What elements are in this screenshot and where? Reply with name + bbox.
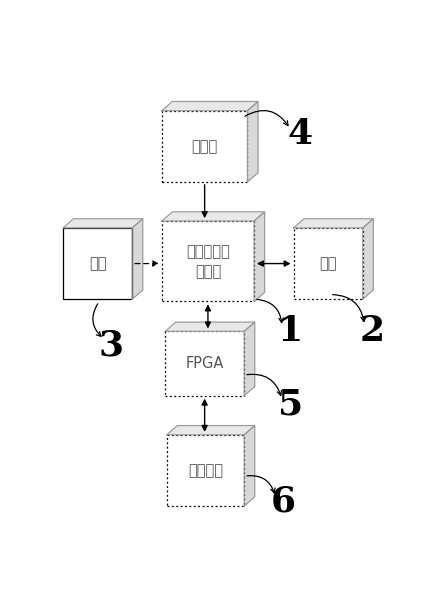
Polygon shape: [363, 219, 373, 299]
Polygon shape: [254, 212, 265, 301]
Text: 6: 6: [271, 484, 296, 518]
Polygon shape: [247, 101, 258, 182]
Bar: [167, 435, 244, 506]
Text: 3: 3: [98, 328, 123, 362]
Text: 嵌入式中央
处理器: 嵌入式中央 处理器: [186, 244, 230, 279]
Text: FPGA: FPGA: [185, 356, 224, 371]
Polygon shape: [244, 426, 255, 506]
Bar: [165, 331, 244, 396]
Polygon shape: [162, 212, 265, 221]
Polygon shape: [294, 219, 373, 228]
Polygon shape: [162, 101, 258, 110]
Text: 1: 1: [278, 315, 303, 349]
Polygon shape: [132, 219, 143, 299]
Text: 内存: 内存: [320, 256, 337, 271]
Polygon shape: [63, 219, 143, 228]
Bar: [294, 228, 363, 299]
Polygon shape: [167, 426, 255, 435]
Text: 网卡: 网卡: [89, 256, 106, 271]
Polygon shape: [165, 322, 255, 331]
Text: 存储器: 存储器: [192, 139, 218, 154]
Text: 4: 4: [288, 116, 313, 150]
Bar: [162, 221, 254, 301]
Text: 5: 5: [278, 388, 303, 422]
Text: 2: 2: [360, 315, 385, 349]
Polygon shape: [244, 322, 255, 396]
Text: 高速串口: 高速串口: [188, 463, 223, 478]
Bar: [63, 228, 132, 299]
Bar: [162, 110, 247, 182]
